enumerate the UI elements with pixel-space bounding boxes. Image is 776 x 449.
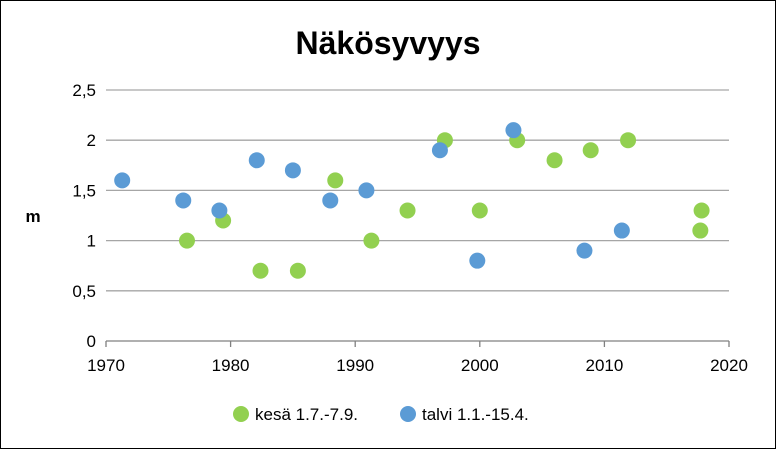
y-tick-label: 0,5 xyxy=(72,282,96,301)
data-point-series-1 xyxy=(546,152,563,169)
legend-label-series-1: kesä 1.7.-7.9. xyxy=(255,405,358,424)
data-point-series-2 xyxy=(114,172,131,189)
x-tick-label: 1980 xyxy=(212,356,250,375)
data-point-series-1 xyxy=(620,132,637,149)
data-point-series-1 xyxy=(289,262,306,279)
data-point-series-2 xyxy=(431,142,448,159)
legend-marker-series-2 xyxy=(400,406,416,422)
data-points xyxy=(114,122,710,279)
data-point-series-2 xyxy=(284,162,301,179)
y-axis-label: m xyxy=(25,207,40,226)
data-point-series-2 xyxy=(211,202,228,219)
data-point-series-1 xyxy=(327,172,344,189)
data-point-series-1 xyxy=(471,202,488,219)
legend: kesä 1.7.-7.9. talvi 1.1.-15.4. xyxy=(233,405,529,424)
data-point-series-1 xyxy=(399,202,416,219)
data-point-series-1 xyxy=(582,142,599,159)
chart-title: Näkösyvyys xyxy=(295,25,480,61)
data-point-series-2 xyxy=(505,122,522,139)
x-tick-label: 2010 xyxy=(585,356,623,375)
legend-marker-series-1 xyxy=(233,406,249,422)
y-tick-label: 2 xyxy=(87,131,96,150)
x-tick-label: 1990 xyxy=(336,356,374,375)
gridlines xyxy=(106,89,729,292)
x-tick-label: 2020 xyxy=(710,356,748,375)
data-point-series-2 xyxy=(322,192,339,209)
data-point-series-1 xyxy=(363,232,380,249)
y-tick-label: 1,5 xyxy=(72,181,96,200)
data-point-series-1 xyxy=(178,232,195,249)
data-point-series-2 xyxy=(613,222,630,239)
y-tick-label: 2,5 xyxy=(72,81,96,100)
y-tick-label: 1 xyxy=(87,232,96,251)
tick-labels: 0 0,5 1 1,5 2 2,5 1970 1980 1990 2000 2010 2020 xyxy=(72,81,748,375)
data-point-series-1 xyxy=(252,262,269,279)
data-point-series-2 xyxy=(175,192,192,209)
x-tick-label: 1970 xyxy=(87,356,125,375)
data-point-series-2 xyxy=(358,182,375,199)
axes xyxy=(105,340,730,347)
data-point-series-2 xyxy=(576,242,593,259)
x-tick-label: 2000 xyxy=(461,356,499,375)
y-tick-label: 0 xyxy=(87,332,96,351)
legend-label-series-2: talvi 1.1.-15.4. xyxy=(422,405,529,424)
data-point-series-2 xyxy=(248,152,265,169)
data-point-series-1 xyxy=(692,222,709,239)
data-point-series-2 xyxy=(469,252,486,269)
data-point-series-1 xyxy=(693,202,710,219)
